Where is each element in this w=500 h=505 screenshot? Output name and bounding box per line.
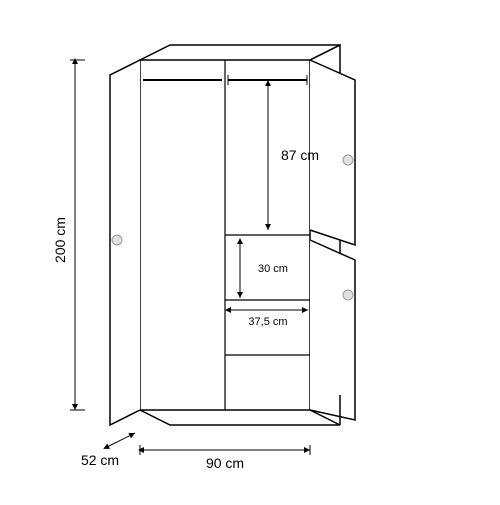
dim-height-label: 200 cm (52, 217, 68, 263)
dim-shelf-h-label: 30 cm (258, 263, 288, 275)
left-door-open (110, 60, 140, 425)
dim-depth: 52 cm (81, 433, 135, 468)
cabinet-technical-drawing: 200 cm 90 cm 52 cm 87 cm 30 cm 37,5 cm (0, 0, 500, 500)
dim-shelf-w-label: 37,5 cm (248, 316, 287, 328)
cabinet-body (110, 45, 355, 425)
dim-depth-label: 52 cm (81, 452, 119, 468)
dim-rod-label: 87 cm (281, 147, 319, 163)
knob-icon (343, 290, 353, 300)
diagram-container: 200 cm 90 cm 52 cm 87 cm 30 cm 37,5 cm (0, 0, 500, 500)
right-lower-door-open (310, 240, 355, 420)
dim-shelf-width: 37,5 cm (227, 310, 308, 328)
knob-icon (343, 155, 353, 165)
dim-width: 90 cm (140, 445, 310, 471)
knob-icon (112, 235, 122, 245)
dim-height: 200 cm (52, 60, 85, 410)
dim-width-label: 90 cm (206, 455, 244, 471)
dim-shelf-height: 30 cm (240, 240, 288, 298)
